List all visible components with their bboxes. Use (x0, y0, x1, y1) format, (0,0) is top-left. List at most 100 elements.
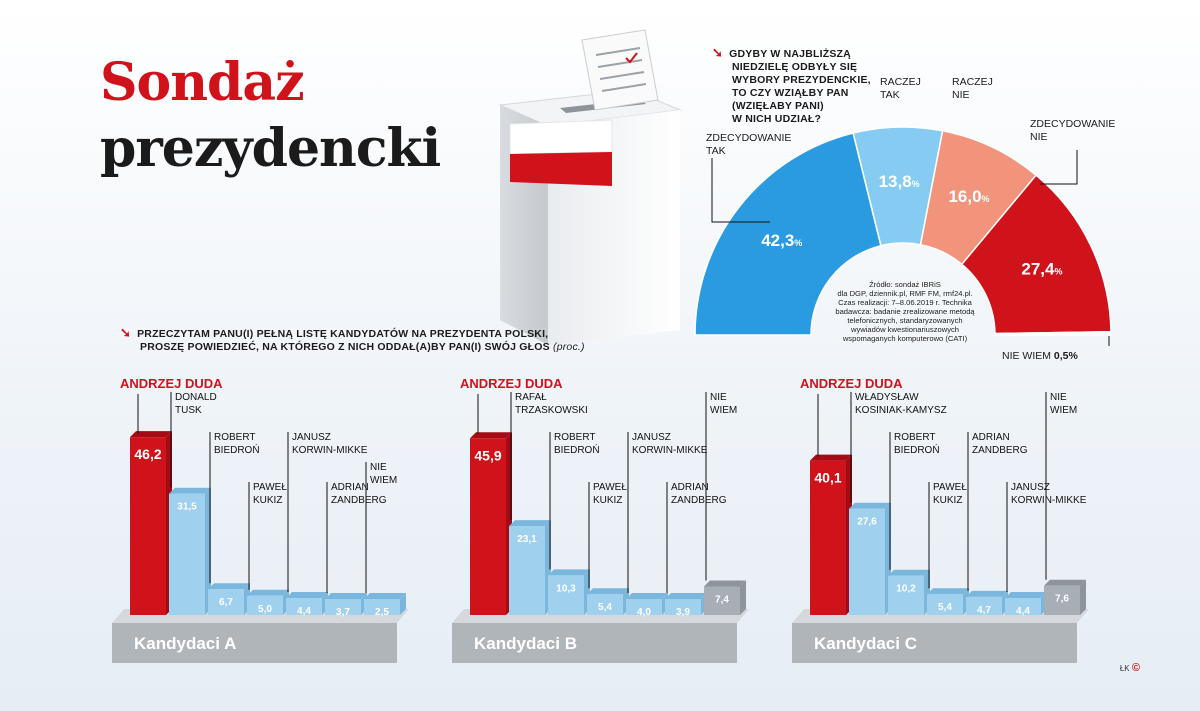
label-raczej-tak: RACZEJ TAK (880, 76, 921, 101)
bar-top (587, 588, 629, 595)
bar-top (927, 588, 969, 595)
bar-value: 3,7 (336, 607, 350, 618)
chart-base (112, 623, 397, 663)
bar-side (400, 593, 406, 615)
bar-top (704, 580, 746, 587)
bar-value: 6,7 (219, 597, 233, 608)
bar-label: ROBERT (894, 432, 936, 443)
bar-robert-biedroń (208, 589, 244, 615)
source-note: Źródło: sondaż IBRiS dla DGP, dziennik.p… (835, 280, 975, 343)
bar-label: JANUSZ (1011, 482, 1050, 493)
poll-question-line: wybory prezydenckie, (732, 74, 871, 86)
poll-question-line: to czy wziąłby Pan (732, 87, 849, 99)
chart-title: Kandydaci C (814, 634, 917, 653)
bar-label: ADRIAN (671, 482, 709, 493)
bar-label: ADRIAN (972, 432, 1010, 443)
bar-nie-wiem (704, 586, 740, 615)
bar-top (626, 593, 668, 599)
leader-zdecydowanie-nie (1040, 150, 1078, 185)
bar-top (1044, 579, 1086, 586)
slice-value-raczej-tak: 13,8% (879, 172, 920, 191)
page-title-line1: Sondaż (100, 52, 305, 113)
poll-question-line: w nich udział? (732, 113, 822, 125)
bar-value: 10,2 (896, 584, 916, 595)
bar-top (849, 502, 891, 509)
bar-label: BIEDROŃ (894, 443, 940, 456)
label-zdecydowanie-tak: ZDECYDOWANIE TAK (706, 132, 792, 157)
bar-janusz-korwin-mikke (286, 598, 322, 615)
bar-side (1080, 579, 1086, 615)
bar-value: 27,6 (857, 517, 877, 528)
bar-andrzej-duda (470, 438, 506, 615)
bar-top (247, 589, 289, 596)
bar-label: ADRIAN (331, 482, 369, 493)
bar-top (364, 593, 406, 599)
bar-chart-3: Kandydaci C 40,1 ANDRZEJ DUDA 27,6 WŁADYSŁAW… (792, 376, 1089, 663)
slice-zdecydowanie-tak (694, 132, 882, 336)
bar-label: ZANDBERG (972, 445, 1028, 456)
bar-value: 4,0 (637, 607, 651, 618)
bar-chart-2: Kandydaci B 45,9 ANDRZEJ DUDA 23,1 RAFAŁ TRZA… (452, 376, 749, 663)
poll-question: ➘ Gdyby w najbliższą niedzielę odbyły się… (712, 46, 871, 126)
slice-value-zdecydowanie-nie: 27,4% (1021, 260, 1062, 279)
bar-top (325, 593, 367, 599)
bar-label: ANDRZEJ DUDA (800, 376, 903, 391)
bar-value: 2,5 (375, 607, 389, 618)
bar-label: KORWIN-MIKKE (632, 445, 708, 456)
bar-value: 4,7 (977, 605, 991, 616)
bar-label: BIEDROŃ (214, 443, 260, 456)
chart-title: Kandydaci B (474, 634, 577, 653)
bar-label: WIEM (370, 475, 397, 486)
bar-label: WIEM (710, 405, 737, 416)
bar-adrian-zandberg (665, 599, 701, 615)
bar-top (169, 487, 211, 494)
bar-label: TUSK (175, 405, 202, 416)
bar-andrzej-duda (130, 437, 166, 615)
bar-label: KUKIZ (593, 495, 622, 506)
bar-janusz-korwin-mikke (1005, 598, 1041, 615)
bar-label: PAWEŁ (933, 482, 967, 493)
bar-nie-wiem (364, 599, 400, 615)
bar-value: 4,4 (1016, 606, 1030, 617)
bar-paweł-kukiz (587, 594, 623, 615)
bar-side (740, 580, 746, 615)
bar-label: WŁADYSŁAW (855, 392, 919, 403)
value-nie-wiem: 0,5 (1053, 350, 1069, 362)
slice-value-zdecydowanie-tak: 42,3% (761, 231, 802, 250)
bar-top (130, 431, 172, 438)
bar-label: PAWEŁ (253, 482, 287, 493)
bar-top (810, 454, 852, 461)
bar-value: 7,4 (715, 595, 729, 606)
bar-label: ROBERT (554, 432, 596, 443)
credit: ŁK © (1119, 662, 1140, 674)
bar-label: JANUSZ (292, 432, 331, 443)
bar-value: 3,9 (676, 607, 690, 618)
bar-top (470, 432, 512, 439)
bar-janusz-korwin-mikke (626, 599, 662, 615)
chart-base (792, 623, 1077, 663)
bar-value: 5,4 (938, 602, 952, 613)
page-title-line2: prezydencki (100, 118, 441, 179)
bar-value: 45,9 (474, 447, 501, 463)
bar-label: KUKIZ (933, 495, 962, 506)
bar-robert-biedroń (888, 575, 924, 615)
bar-top (509, 520, 551, 527)
bar-label: BIEDROŃ (554, 443, 600, 456)
bar-andrzej-duda (810, 460, 846, 615)
bar-value: 31,5 (177, 502, 197, 513)
label-zdecydowanie-nie: ZDECYDOWANIE NIE (1030, 118, 1116, 143)
slice-value-raczej-nie: 16,0% (948, 187, 989, 206)
bar-adrian-zandberg (325, 599, 361, 615)
poll-question-line: (wzięłaby Pani) (732, 100, 824, 112)
bar-value: 5,0 (258, 604, 272, 615)
bar-label: KUKIZ (253, 495, 282, 506)
bar-label: KORWIN-MIKKE (292, 445, 368, 456)
bar-label: WIEM (1050, 405, 1077, 416)
slice-zdecydowanie-nie (960, 174, 1112, 335)
poll-question-line: Gdyby w najbliższą (729, 48, 851, 60)
bar-label: ZANDBERG (671, 495, 727, 506)
arrow-down-right-icon: ➘ (120, 325, 132, 340)
polish-flag-band (509, 119, 613, 186)
bar-robert-biedroń (548, 575, 584, 615)
bar-paweł-kukiz (247, 595, 283, 615)
